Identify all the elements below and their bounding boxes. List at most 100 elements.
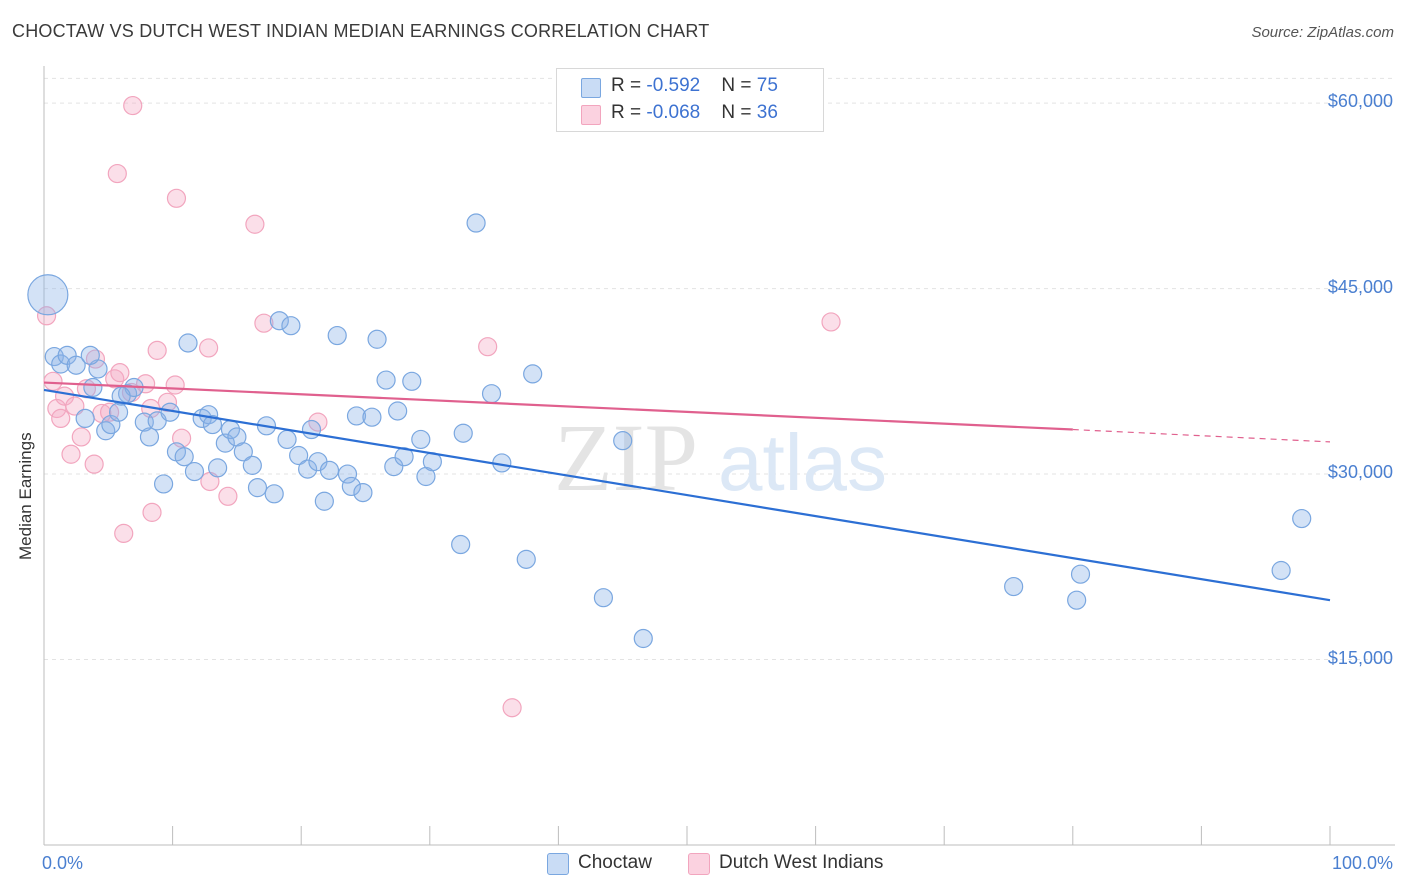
legend-r-label: R = [611,75,647,96]
trend-lines [43,381,1331,602]
choctaw-point [80,345,100,365]
choctaw-point [277,429,297,450]
choctaw-point [411,429,431,450]
dutch-point [107,163,127,184]
choctaw-point [337,464,358,484]
choctaw-point [319,460,340,480]
dutch-point [147,340,167,360]
choctaw-point [178,333,198,353]
legend-n-label: N = [721,102,757,123]
dutch-point [110,363,130,383]
choctaw-point [233,442,253,462]
choctaw-point [314,491,334,511]
dutch-point [142,502,162,522]
legend-n-value: 36 [756,102,778,123]
source-label: Source: ZipAtlas.com [1251,24,1394,41]
choctaw-point [27,274,69,316]
x-tick-label-max: 100.0% [1331,853,1393,873]
choctaw-point [402,371,422,391]
choctaw-point [481,384,502,404]
choctaw-point [184,461,205,482]
choctaw-point [516,549,536,569]
dutch-point [821,312,841,332]
dutch-point [478,337,498,357]
choctaw-point [341,476,361,497]
y-tick-label: $45,000 [1327,276,1393,297]
chart-title: CHOCTAW VS DUTCH WEST INDIAN MEDIAN EARN… [12,21,710,41]
dutch-point [245,214,265,234]
legend-n-label: N = [721,75,757,96]
choctaw-point [269,311,289,331]
axes [43,66,1395,846]
choctaw-point [367,329,387,349]
choctaw-point [301,419,322,440]
watermark: ZIP atlas [554,404,887,511]
dutch-point [199,338,219,358]
choctaw-point [281,316,301,336]
dutch-point [123,95,143,116]
watermark-atlas: atlas [718,418,887,507]
choctaw-point [83,377,103,398]
choctaw-point [108,402,129,422]
choctaw-point [289,445,309,466]
choctaw-point [362,407,382,427]
choctaw-point [346,406,367,426]
y-tick-label: $15,000 [1327,647,1393,668]
dutch-point [36,306,57,326]
y-tick-label: $30,000 [1327,462,1393,483]
dutch-trend-line [43,381,1073,431]
choctaw-point [376,370,396,390]
dutch-point [166,188,187,208]
choctaw-point [613,431,633,451]
choctaw-point [139,427,160,447]
choctaw-point [75,408,95,429]
correlation-legend: R = -0.592 N = 75 R = -0.068 N = 36 [556,68,824,132]
choctaw-point [451,534,471,555]
x-tick-label-min: 0.0% [42,853,84,873]
choctaw-point [1070,564,1091,584]
choctaw-point [247,478,268,498]
legend-swatch-choctaw [581,78,601,98]
choctaw-point [174,447,194,467]
choctaw-point [327,325,347,346]
dutch-point [165,375,185,395]
dutch-point [502,698,522,718]
legend-n-value: 75 [756,75,778,96]
bottom-legend-label-dutch: Dutch West Indians [719,852,884,873]
dutch-point [71,427,91,447]
choctaw-point [1004,576,1024,597]
legend-r-value: -0.068 [646,102,701,123]
choctaw-point [523,364,543,384]
dutch-point [51,408,71,429]
choctaw-point [264,484,284,504]
dutch-point [218,486,238,506]
y-tick-label: $60,000 [1327,91,1393,112]
choctaw-point [208,458,228,478]
dutch-trend-line-extension [1072,428,1331,443]
choctaw-point [298,459,318,479]
dutch-point [65,396,85,416]
choctaw-point [153,474,174,494]
choctaw-point [466,213,486,233]
choctaw-point [66,355,86,375]
choctaw-points [27,213,1312,649]
dutch-point [105,369,125,389]
choctaw-point [1292,508,1312,529]
choctaw-point [242,455,262,475]
dutch-point [114,523,134,544]
watermark-zip: ZIP [554,404,698,511]
choctaw-point [96,421,116,441]
choctaw-point [593,588,614,608]
choctaw-point [353,482,373,503]
dutch-point [61,444,81,464]
dutch-point [43,371,63,391]
choctaw-point [202,414,223,435]
bottom-legend-swatch-dutch [688,853,710,875]
bottom-legend-label-choctaw: Choctaw [578,852,652,873]
choctaw-point [1271,560,1291,581]
dutch-point [308,412,328,432]
legend-r-value: -0.592 [646,75,701,96]
choctaw-point [388,401,408,421]
choctaw-point [1067,590,1087,610]
